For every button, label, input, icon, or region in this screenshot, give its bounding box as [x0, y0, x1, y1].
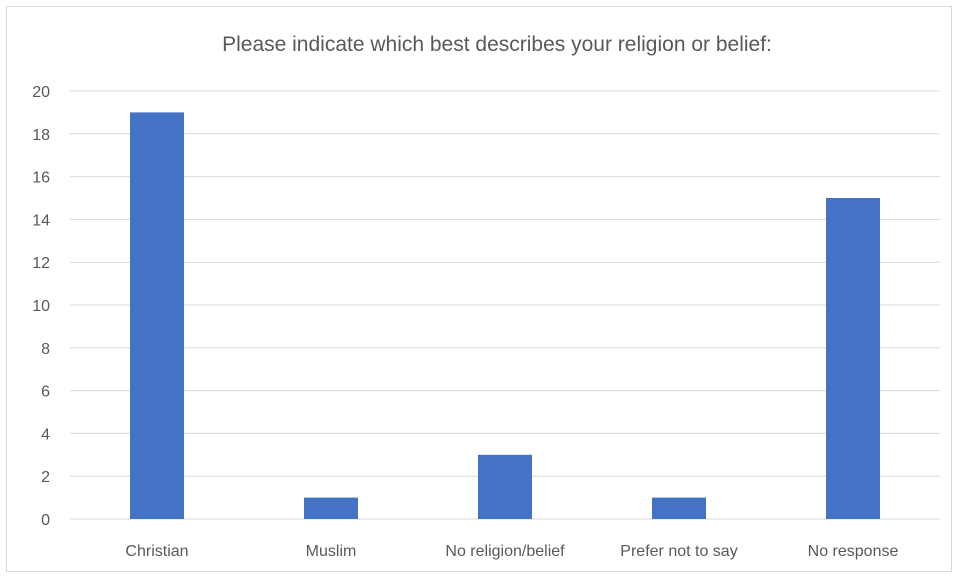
- y-tick-label: 10: [32, 298, 50, 315]
- x-tick-label: Christian: [125, 543, 188, 560]
- y-tick-label: 6: [41, 384, 50, 401]
- y-tick-label: 20: [32, 84, 50, 101]
- y-axis-ticks: 0 2 4 6 8 10 12 14 16 18 20: [32, 84, 50, 529]
- bar-no-response: [826, 198, 880, 519]
- y-tick-label: 4: [41, 426, 50, 443]
- y-tick-label: 16: [32, 170, 50, 187]
- y-tick-label: 0: [41, 512, 50, 529]
- y-tick-label: 14: [32, 212, 50, 229]
- y-tick-label: 18: [32, 127, 50, 144]
- gridlines: [70, 90, 940, 520]
- y-tick-label: 8: [41, 341, 50, 358]
- x-tick-label: Muslim: [306, 543, 357, 560]
- y-tick-label: 12: [32, 255, 50, 272]
- bar-christian: [130, 112, 184, 520]
- bar-muslim: [304, 497, 358, 519]
- x-axis-labels: Christian Muslim No religion/belief Prefer …: [125, 543, 898, 560]
- x-tick-label: Prefer not to say: [620, 543, 737, 560]
- bar-prefer-not-to-say: [652, 497, 706, 519]
- x-tick-label: No religion/belief: [445, 543, 565, 560]
- chart-title: Please indicate which best describes you…: [222, 33, 772, 56]
- bars: [130, 112, 880, 520]
- y-tick-label: 2: [41, 469, 50, 486]
- bar-no-religion-belief: [478, 454, 532, 519]
- x-tick-label: No response: [808, 543, 899, 560]
